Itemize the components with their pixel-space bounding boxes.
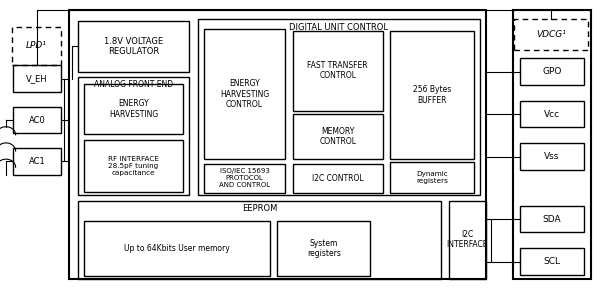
Bar [390, 162, 474, 193]
Bar [514, 19, 588, 50]
Text: Up to 64Kbits User memory: Up to 64Kbits User memory [124, 244, 230, 253]
Text: ENERGY
HARVESTING
CONTROL: ENERGY HARVESTING CONTROL [220, 79, 269, 109]
Bar [293, 114, 383, 159]
Bar [198, 19, 480, 195]
Text: V_EH: V_EH [26, 74, 48, 83]
Bar [449, 201, 486, 279]
Text: ANALOG FRONT END: ANALOG FRONT END [94, 80, 173, 89]
Text: AC1: AC1 [29, 157, 46, 166]
Bar [84, 221, 270, 276]
Text: GPO: GPO [542, 67, 562, 76]
Text: Dynamic
registers: Dynamic registers [416, 171, 448, 184]
Text: ENERGY
HARVESTING: ENERGY HARVESTING [109, 99, 158, 119]
Text: RF INTERFACE
28.5pF tuning
capacitance: RF INTERFACE 28.5pF tuning capacitance [108, 156, 159, 176]
Bar [204, 164, 285, 193]
Bar [12, 27, 61, 65]
Text: System
registers: System registers [307, 239, 341, 258]
Bar [78, 21, 189, 72]
Bar [69, 10, 486, 279]
Bar [13, 148, 61, 175]
Bar [520, 58, 584, 85]
Bar [520, 143, 584, 170]
Bar [520, 101, 584, 127]
Bar [390, 31, 474, 159]
Text: SDA: SDA [542, 215, 562, 224]
Text: Vcc: Vcc [544, 110, 560, 119]
Text: 1.8V VOLTAGE
REGULATOR: 1.8V VOLTAGE REGULATOR [104, 37, 163, 56]
Text: DIGITAL UNIT CONTROL: DIGITAL UNIT CONTROL [289, 23, 389, 32]
Text: 256 Bytes
BUFFER: 256 Bytes BUFFER [413, 86, 451, 105]
Bar [13, 107, 61, 133]
Bar [293, 31, 383, 111]
Bar [293, 164, 383, 193]
Bar [13, 65, 61, 92]
Bar [513, 10, 591, 279]
Text: EEPROM: EEPROM [242, 204, 277, 213]
Bar [520, 206, 584, 232]
Bar [78, 77, 189, 195]
Text: I2C CONTROL: I2C CONTROL [312, 174, 364, 183]
Text: I2C
INTERFACE: I2C INTERFACE [446, 230, 488, 249]
Text: MEMORY
CONTROL: MEMORY CONTROL [319, 127, 356, 146]
Text: AC0: AC0 [29, 116, 46, 124]
Text: LPD¹: LPD¹ [26, 41, 47, 50]
Text: VDCG¹: VDCG¹ [536, 30, 566, 39]
Text: FAST TRANSFER
CONTROL: FAST TRANSFER CONTROL [307, 61, 368, 81]
Bar [277, 221, 370, 276]
Text: ISO/IEC 15693
PROTOCOL
AND CONTROL: ISO/IEC 15693 PROTOCOL AND CONTROL [219, 168, 270, 189]
Bar [84, 84, 183, 134]
Bar [84, 140, 183, 192]
Bar [204, 30, 285, 159]
Bar [78, 201, 441, 279]
Text: SCL: SCL [544, 257, 560, 266]
Bar [520, 248, 584, 275]
Text: Vss: Vss [544, 152, 560, 161]
